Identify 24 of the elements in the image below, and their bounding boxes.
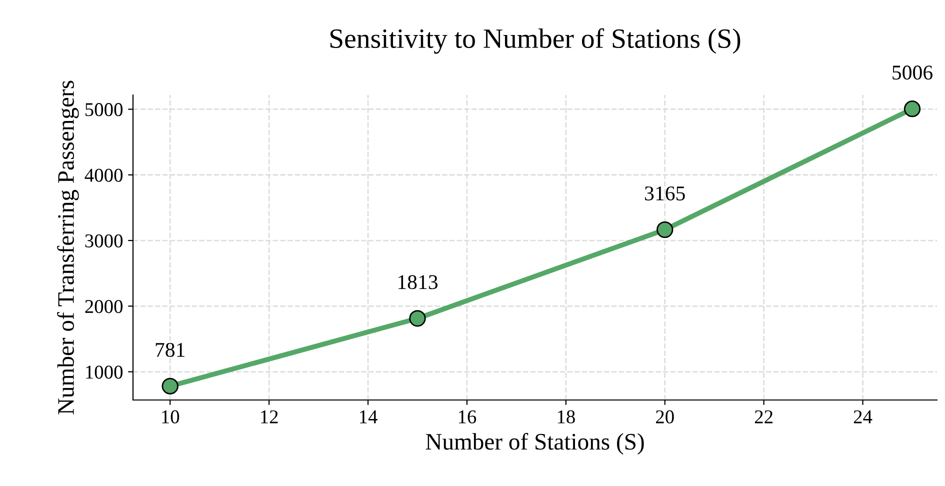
y-tick-label: 4000 — [84, 168, 123, 182]
y-tick-label: 3000 — [85, 234, 123, 248]
y-tick-label: 5000 — [86, 103, 123, 116]
x-tick-label: 20 — [656, 410, 674, 424]
x-tick-label: 12 — [261, 410, 278, 424]
x-tick-label: 14 — [360, 410, 378, 424]
x-tick-label: 24 — [854, 410, 872, 424]
point — [904, 100, 921, 118]
x-tick-label: 22 — [754, 410, 772, 424]
x-axis-title: Number of Stations (S) — [426, 432, 644, 455]
x-tick-label: 16 — [458, 410, 476, 424]
data-label: 3165 — [645, 186, 685, 200]
data-label: 781 — [156, 342, 184, 357]
x-tick-label: 10 — [162, 410, 180, 424]
y-tick-label: 2000 — [85, 300, 123, 314]
data-label: 5006 — [892, 66, 932, 80]
data-label: 1813 — [398, 275, 438, 290]
point — [409, 310, 426, 327]
point — [162, 378, 178, 394]
x-tick-label: 18 — [558, 410, 575, 424]
y-tick-label: 1000 — [86, 366, 123, 379]
point — [656, 221, 674, 238]
y-axis-title: Number of Transferring Passengers — [57, 80, 79, 414]
chart-title: Sensitivity to Number of Stations (S) — [330, 28, 740, 54]
